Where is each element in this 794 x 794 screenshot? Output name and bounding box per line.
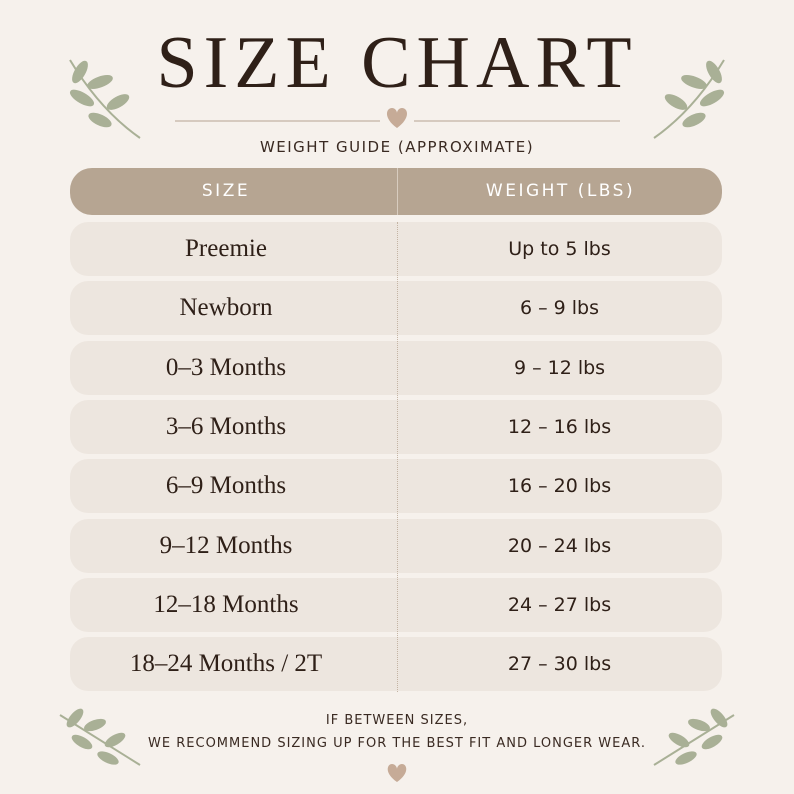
- footer-line: WE RECOMMEND SIZING UP FOR THE BEST FIT …: [148, 736, 646, 751]
- leaf-branch: [653, 59, 725, 139]
- table-row: 3–6 Months 12 – 16 lbs: [70, 399, 722, 454]
- weight-cell: 24 – 27 lbs: [507, 593, 612, 616]
- size-cell: 6–9 Months: [165, 472, 287, 500]
- weight-cell: 20 – 24 lbs: [507, 534, 612, 557]
- size-cell: 18–24 Months / 2T: [129, 650, 323, 678]
- weight-cell: Up to 5 lbs: [508, 238, 611, 260]
- heart: [386, 108, 408, 128]
- table-row: 18–24 Months / 2T 27 – 30 lbs: [70, 637, 722, 692]
- column-header: SIZE: [201, 181, 251, 201]
- leaf-branch: [59, 708, 141, 766]
- table-row: 0–3 Months 9 – 12 lbs: [70, 340, 722, 395]
- table-row: 6–9 Months 16 – 20 lbs: [70, 459, 722, 514]
- size-cell: Preemie: [185, 235, 267, 262]
- weight-cell: 12 – 16 lbs: [507, 415, 612, 438]
- size-cell: 3–6 Months: [165, 412, 287, 440]
- size-cell: 9–12 Months: [159, 531, 293, 559]
- weight-cell: 9 – 12 lbs: [513, 356, 606, 379]
- heart: [387, 764, 407, 782]
- table-row: Preemie Up to 5 lbs: [70, 222, 722, 276]
- subtitle: WEIGHT GUIDE (APPROXIMATE): [259, 138, 535, 156]
- table-row: 12–18 Months 24 – 27 lbs: [70, 577, 722, 632]
- size-cell: Newborn: [179, 294, 273, 322]
- table-row: Newborn 6 – 9 lbs: [70, 281, 722, 336]
- size-cell: 0–3 Months: [165, 353, 287, 381]
- leaf-branch: [69, 59, 141, 139]
- column-header: WEIGHT (LBS): [397, 168, 723, 215]
- table-header: SIZE WEIGHT (LBS): [70, 168, 722, 215]
- weight-cell: 6 – 9 lbs: [519, 297, 600, 320]
- weight-cell: 27 – 30 lbs: [507, 653, 612, 676]
- title: SIZE CHART: [156, 22, 638, 104]
- size-cell: 12–18 Months: [153, 590, 299, 618]
- column-divider: [397, 222, 398, 692]
- table-row: 9–12 Months 20 – 24 lbs: [70, 518, 722, 573]
- footer-line: IF BETWEEN SIZES,: [325, 713, 469, 728]
- leaf-branch: [653, 708, 735, 766]
- weight-cell: 16 – 20 lbs: [507, 475, 612, 498]
